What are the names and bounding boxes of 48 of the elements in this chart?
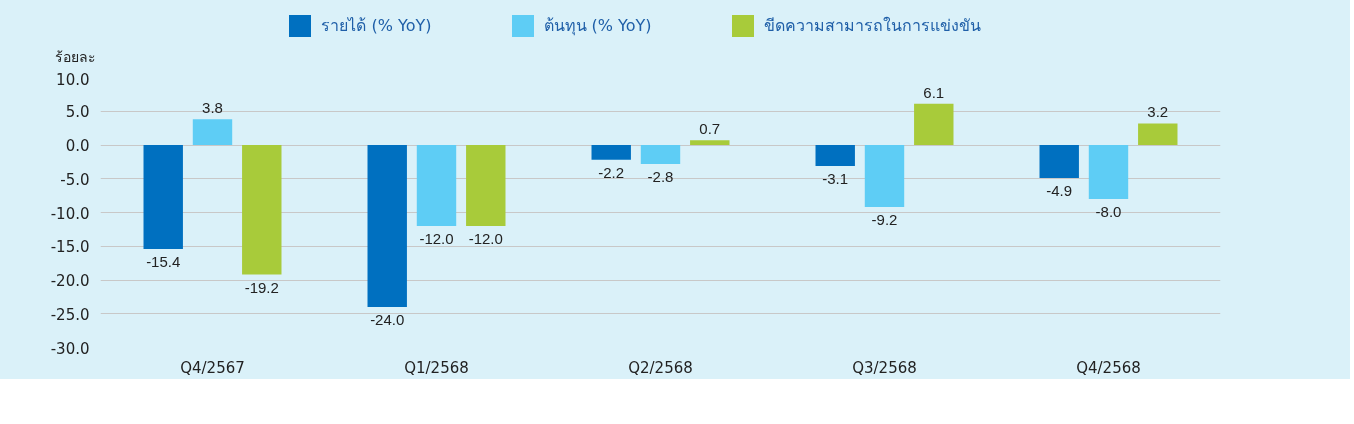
data-label: -2.2 — [598, 163, 625, 181]
bar — [143, 144, 183, 249]
legend-label: ขีดความสามารถในการแข่งขัน — [763, 15, 981, 37]
data-label: -12.0 — [468, 229, 503, 247]
bar — [416, 144, 457, 226]
bar — [192, 119, 233, 145]
legend-label: ต้นทุน (% YoY) — [543, 15, 652, 38]
x-tick-label: Q4/2567 — [180, 358, 245, 377]
data-label: -2.8 — [647, 167, 674, 185]
y-tick-label: -20.0 — [50, 271, 90, 290]
bar — [1088, 144, 1129, 199]
y-tick-label: -25.0 — [50, 305, 90, 324]
data-label: 6.1 — [923, 83, 945, 101]
data-label: -3.1 — [822, 169, 849, 187]
y-axis-title: ร้อยละ — [54, 47, 97, 67]
y-tick-label: -10.0 — [50, 204, 90, 223]
bar — [367, 144, 407, 307]
data-label: -9.2 — [871, 210, 898, 228]
bar — [1138, 123, 1178, 145]
bar — [640, 144, 681, 164]
y-tick-label: -15.0 — [50, 237, 90, 256]
bar — [914, 103, 954, 145]
x-tick-label: Q2/2568 — [628, 358, 693, 377]
y-tick-label: -30.0 — [50, 339, 90, 358]
data-label: -15.4 — [146, 252, 181, 270]
data-label: -4.9 — [1046, 181, 1073, 199]
legend-label: รายได้ (% YoY) — [321, 15, 432, 37]
bar — [591, 144, 631, 160]
data-label: 3.2 — [1147, 103, 1169, 121]
bar — [466, 144, 506, 226]
data-label: -8.0 — [1095, 202, 1122, 220]
data-label: -24.0 — [370, 310, 405, 328]
y-tick-label: -5.0 — [60, 170, 90, 189]
data-label: 0.7 — [699, 119, 721, 137]
bar — [815, 144, 855, 166]
x-tick-label: Q3/2568 — [852, 358, 917, 377]
y-tick-label: 5.0 — [65, 102, 90, 121]
data-label: -19.2 — [244, 278, 279, 296]
y-tick-label: 0.0 — [65, 136, 90, 155]
bar — [1039, 144, 1079, 178]
data-label: -12.0 — [419, 229, 454, 247]
x-tick-label: Q4/2568 — [1076, 358, 1141, 377]
bar — [690, 139, 730, 145]
bar — [864, 144, 905, 207]
x-tick-label: Q1/2568 — [404, 358, 469, 377]
bar — [242, 144, 282, 275]
data-label: 3.8 — [202, 99, 223, 117]
y-tick-label: 10.0 — [56, 70, 90, 89]
